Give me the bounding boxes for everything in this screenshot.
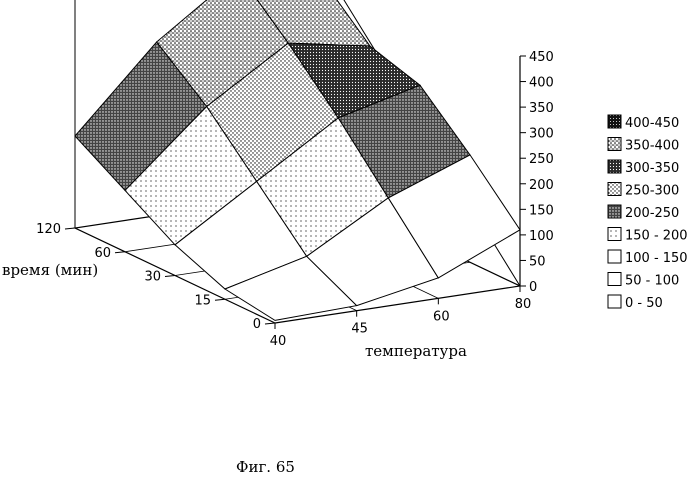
y-tick-label: 60 <box>94 246 111 261</box>
y-tick-label: 15 <box>194 293 211 308</box>
legend-label: 100 - 150 <box>625 251 688 266</box>
surface-cell <box>387 154 521 279</box>
legend-label: 250-300 <box>625 184 679 199</box>
legend-label: 50 - 100 <box>625 274 679 289</box>
legend-swatch <box>607 182 622 196</box>
y-tick-label: 30 <box>144 270 161 285</box>
z-tick-label: 0 <box>529 280 537 295</box>
z-tick-label: 200 <box>529 178 554 193</box>
legend-label: 350-400 <box>625 139 679 154</box>
legend-swatch <box>607 272 622 286</box>
y-tick-mark <box>214 298 226 301</box>
legend-swatch <box>607 159 622 174</box>
legend-swatch <box>607 227 622 241</box>
legend-label: 150 - 200 <box>625 229 688 244</box>
y-tick-label: 0 <box>253 317 261 332</box>
z-tick-label: 150 <box>529 203 554 218</box>
legend-swatch <box>607 294 622 309</box>
x-tick-label: 45 <box>351 322 368 337</box>
axis-ticks: 40 45 60 80 0 15 30 60 120 0 50 100 150 200 250 300 350 4… <box>36 50 554 349</box>
x-tick-label: 40 <box>270 334 287 349</box>
z-tick-label: 400 <box>529 76 554 91</box>
y-tick-label: 120 <box>36 222 61 237</box>
legend-label: 200-250 <box>625 206 679 221</box>
legend: 400-450 350-400 300-350 250-300 200-250 150 -… <box>607 114 688 311</box>
z-tick-label: 300 <box>529 127 554 142</box>
y-tick-mark <box>264 322 276 325</box>
surface-plot <box>74 0 521 321</box>
legend-swatch <box>607 114 622 129</box>
z-tick-label: 350 <box>529 101 554 116</box>
z-tick-label: 100 <box>529 229 554 244</box>
y-tick-mark <box>114 251 126 254</box>
y-tick-mark <box>64 227 76 230</box>
surface-chart: 40 45 60 80 0 15 30 60 120 0 50 100 150 200 250 300 350 4… <box>2 0 688 360</box>
legend-label: 400-450 <box>625 116 679 131</box>
legend-swatch <box>607 137 622 151</box>
y-axis-label: время (мин) <box>2 261 98 279</box>
z-tick-label: 250 <box>529 152 554 167</box>
legend-label: 300-350 <box>625 161 679 176</box>
x-axis-label: температура <box>365 342 467 360</box>
z-tick-label: 450 <box>529 50 554 65</box>
x-tick-label: 60 <box>433 309 450 324</box>
x-tick-label: 80 <box>515 297 532 312</box>
legend-swatch <box>607 249 622 264</box>
legend-label: 0 - 50 <box>625 296 663 311</box>
legend-swatch <box>607 204 622 219</box>
z-tick-label: 50 <box>529 254 546 269</box>
figure-caption: Фиг. 65 <box>236 458 295 476</box>
y-tick-mark <box>164 275 176 277</box>
